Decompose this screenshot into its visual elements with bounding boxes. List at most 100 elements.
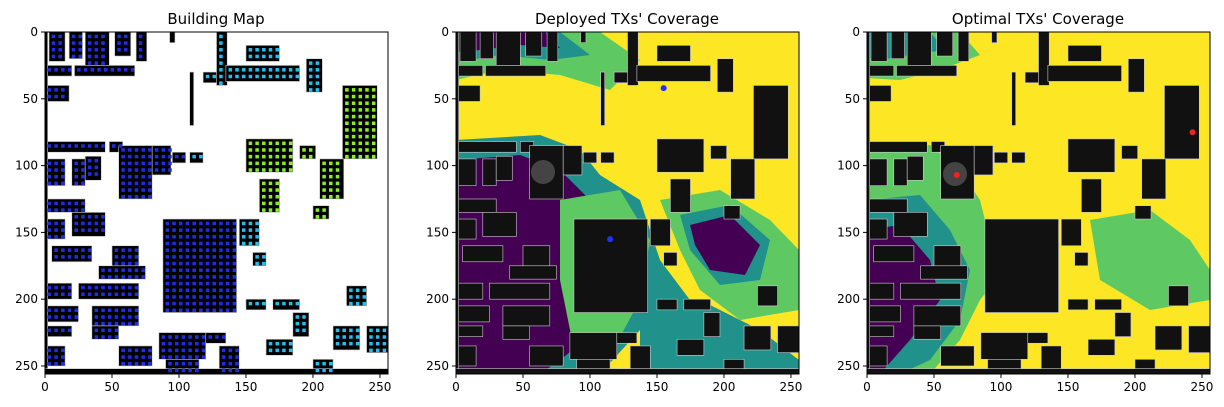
tx-candidate-dot [111,144,116,148]
building-footprint [957,32,970,62]
tx-candidate-dot [178,255,183,259]
tx-candidate-dot [335,181,340,186]
tx-candidate-dot [61,255,65,259]
tx-candidate-dot [51,48,56,52]
tx-candidate-dot [241,228,246,232]
tx-candidate-dot [255,168,259,172]
tx-candidate-dot [47,174,52,179]
tx-candidate-dot [101,328,105,333]
tx-candidate-dot [61,144,65,148]
tx-candidate-dot [219,275,223,279]
tx-candidate-dot [185,261,190,266]
tx-candidate-dot [192,241,196,246]
tx-candidate-dot [232,241,237,246]
tx-candidate-dot [268,168,273,172]
building-footprint [676,338,705,356]
tx-candidate-dot [212,308,216,313]
tx-candidate-dot [87,61,92,65]
tx-candidate-dot [329,368,333,373]
tx-candidate-dot [345,141,349,146]
building-footprint [522,245,551,267]
tx-candidate-dot [58,41,62,45]
tx-candidate-dot [302,321,306,326]
tx-candidate-dot [174,154,179,159]
tx-candidate-dot [225,261,230,266]
building-footprint [114,32,132,57]
axes-frame [44,31,389,375]
building-footprint [710,145,727,160]
tx-candidate-dot [61,68,65,72]
tx-candidate-dot [47,144,52,148]
building-footprint [1121,145,1138,160]
tx-candidate-dot [219,228,223,232]
tx-candidate-dot [178,308,183,313]
tx-candidate-dot [262,148,266,152]
axes-frame [455,31,800,375]
tx-candidate-dot [178,261,183,266]
tx-candidate-dot [81,174,85,179]
tx-candidate-dot [199,255,203,259]
tx-candidate-dot [121,188,125,192]
tx-candidate-dot [121,321,125,326]
tx-candidate-dot [134,321,139,326]
building-map-image [45,32,388,374]
tx-candidate-dot [199,248,203,252]
tx-candidate-dot [168,348,172,353]
tx-candidate-dot [199,228,203,232]
tx-candidate-dot [212,288,216,292]
building-footprint [45,305,79,323]
tx-candidate-dot [128,148,132,152]
tx-candidate-dot [101,285,105,290]
tx-candidate-dot [47,355,52,359]
tx-candidate-dot [308,88,313,92]
y-tick-label: 50 [23,92,38,106]
tx-candidate-dot [47,285,52,290]
tx-candidate-dot [67,285,72,290]
tx-candidate-dot [54,221,58,226]
tx-candidate-dot [61,235,65,239]
tx-candidate-dot [308,148,313,152]
tx-candidate-dot [54,315,58,319]
tx-candidate-dot [128,194,132,199]
tx-candidate-dot [78,41,82,45]
y-tick-label: 200 [837,292,860,306]
tx-candidate-dot [128,268,132,272]
tx-candidate-dot [185,228,190,232]
tx-candidate-dot [107,315,112,319]
tx-candidate-dot [185,288,190,292]
tx-candidate-dot [308,154,313,159]
tx-candidate-dot [101,221,105,226]
building-footprint [683,298,711,311]
tx-candidate-dot [248,161,253,166]
building-footprint [91,325,119,340]
tx-candidate-dot [121,315,125,319]
tx-candidate-dot [124,48,128,52]
tx-candidate-dot [185,295,190,299]
tx-candidate-dot [81,161,85,166]
tx-candidate-dot [315,368,320,373]
tx-candidate-dot [201,355,206,359]
tx-candidate-dot [74,168,78,172]
tx-candidate-dot [268,341,273,346]
tx-candidate-dot [54,228,58,232]
tx-candidate-dot [181,335,186,339]
tx-candidate-dot [148,154,152,159]
transmitter-point [607,236,614,243]
tx-candidate-dot [235,355,239,359]
tx-candidate-dot [219,54,223,59]
tx-candidate-dot [117,68,121,72]
building-footprint [456,198,497,213]
tx-candidate-dot [67,292,72,297]
y-tick-label: 150 [15,225,38,239]
tx-candidate-dot [148,355,152,359]
tx-candidate-dot [141,361,145,366]
tx-candidate-dot [165,268,170,272]
building-footprint [485,65,547,77]
tx-candidate-dot [54,181,58,186]
tx-candidate-dot [61,221,65,226]
tx-candidate-dot [61,292,65,297]
tx-candidate-dot [128,181,132,186]
tx-candidate-dot [295,328,300,333]
building-footprint [867,368,1210,374]
tx-candidate-dot [130,68,135,72]
